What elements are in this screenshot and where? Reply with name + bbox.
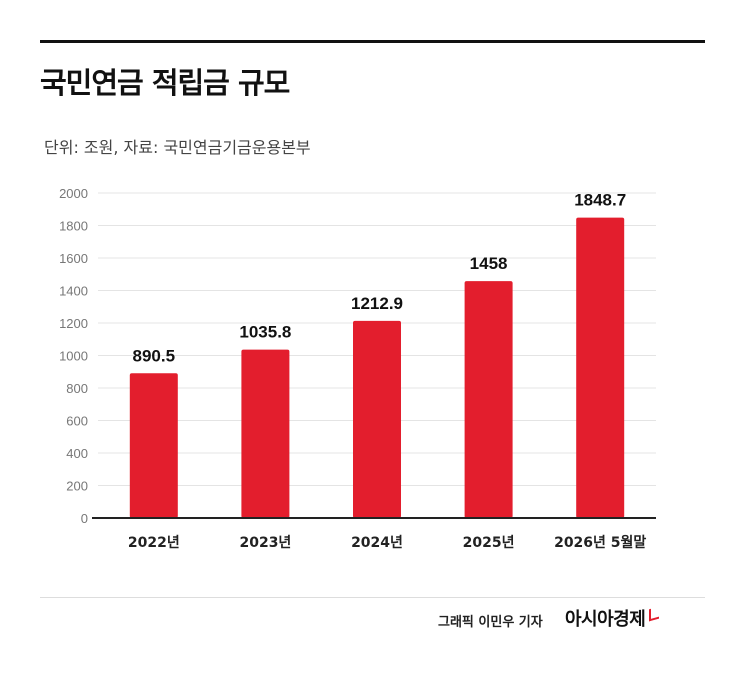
y-tick-label: 1600 — [59, 251, 88, 266]
value-label: 1035.8 — [239, 323, 291, 342]
y-tick-label: 2000 — [59, 186, 88, 201]
x-tick-label: 2026년 5월말 — [554, 534, 646, 551]
x-axis-labels: 2022년 2023년 2024년 2025년 2026년 5월말 — [128, 534, 647, 551]
chart-subtitle: 단위: 조원, 자료: 국민연금기금운용본부 — [44, 138, 311, 157]
logo-text: 아시아경제 — [565, 609, 646, 630]
y-axis-ticks: 0 200 400 600 800 1000 1200 1400 1600 1800 2000 — [59, 186, 88, 526]
value-label: 1848.7 — [574, 191, 626, 210]
bar-chart: 0 200 400 600 800 1000 1200 1400 1600 1800 2000 89… — [59, 186, 656, 551]
value-labels: 890.5 1035.8 1212.9 1458 1848.7 — [133, 191, 627, 366]
bottom-rule — [40, 597, 705, 598]
value-label: 890.5 — [133, 346, 176, 365]
top-rule — [40, 40, 705, 43]
bars — [129, 217, 625, 518]
y-tick-label: 1000 — [59, 349, 88, 364]
y-tick-label: 400 — [66, 446, 88, 461]
graphic-credit: 그래픽 이민우 기자 — [438, 615, 543, 630]
y-tick-label: 800 — [66, 381, 88, 396]
x-tick-label: 2022년 — [128, 535, 180, 551]
bar — [464, 281, 513, 518]
value-label: 1458 — [470, 254, 508, 273]
logo-mark-icon — [649, 606, 660, 622]
value-label: 1212.9 — [351, 294, 403, 313]
x-tick-label: 2023년 — [239, 535, 291, 551]
bar — [129, 373, 178, 518]
bar — [576, 217, 625, 518]
y-tick-label: 0 — [81, 511, 88, 526]
bar — [353, 320, 401, 518]
chart-title: 국민연금 적립금 규모 — [40, 66, 290, 100]
y-tick-label: 600 — [66, 414, 88, 429]
x-tick-label: 2025년 — [463, 535, 515, 551]
y-tick-label: 1200 — [59, 316, 88, 331]
bar — [241, 349, 290, 518]
y-tick-label: 200 — [66, 479, 88, 494]
publisher-logo: 아시아경제 — [565, 605, 660, 631]
y-tick-label: 1400 — [59, 284, 88, 299]
x-tick-label: 2024년 — [351, 535, 403, 551]
y-tick-label: 1800 — [59, 219, 88, 234]
